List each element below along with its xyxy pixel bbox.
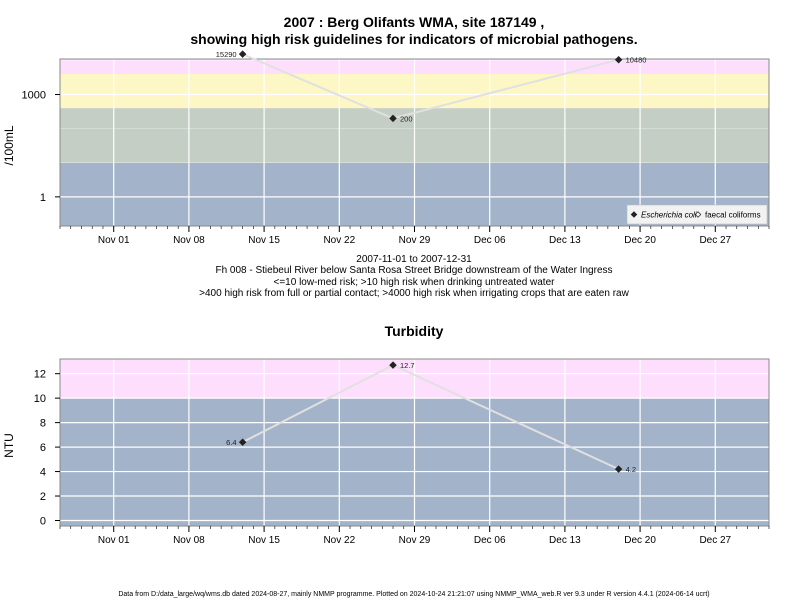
legend-marker: [630, 211, 638, 218]
x-tick-label: Nov 22: [323, 235, 355, 246]
y-tick-label: 8: [40, 418, 46, 430]
y-axis-label: NTU: [2, 433, 16, 458]
y-tick-label: 6: [40, 442, 46, 454]
data-point: [614, 55, 623, 64]
data-label: 4.2: [626, 465, 636, 474]
data-point: [389, 114, 397, 123]
y-tick-label: 2: [40, 491, 46, 503]
x-tick-label: Dec 20: [624, 535, 656, 546]
y-tick-label: 1: [40, 192, 46, 204]
chart-title-line1: 2007 : Berg Olifants WMA, site 187149 ,: [284, 14, 545, 30]
x-tick-label: Nov 15: [248, 235, 280, 246]
x-tick-label: Dec 06: [474, 535, 506, 546]
legend-marker: [694, 211, 702, 218]
data-point: [238, 50, 247, 58]
data-label: 6.4: [226, 438, 236, 447]
x-tick-label: Nov 29: [399, 535, 431, 546]
turbidity-title: Turbidity: [385, 323, 444, 339]
y-tick-label: 0: [40, 515, 46, 527]
data-label: 200: [400, 114, 413, 123]
data-label: 10480: [626, 56, 647, 65]
data-point: [389, 361, 397, 369]
y-tick-label: 12: [34, 369, 46, 381]
caption-line-3: <=10 low-med risk; >10 high risk when dr…: [274, 277, 556, 288]
legend-box: [626, 204, 768, 225]
caption-line-2: Fh 008 - Stiebeul River below Santa Rosa…: [215, 265, 612, 276]
x-tick-label: Nov 15: [248, 535, 280, 546]
legend-label: faecal coliforms: [705, 211, 761, 220]
x-tick-label: Nov 01: [98, 235, 130, 246]
x-tick-label: Nov 08: [173, 235, 205, 246]
x-tick-label: Dec 13: [549, 535, 581, 546]
data-point: [614, 465, 623, 473]
caption-line-4: >400 high risk from full or partial cont…: [199, 288, 629, 299]
y-tick-label: 1000: [22, 90, 46, 102]
x-tick-label: Dec 13: [549, 235, 581, 246]
microbial-panel: Nov 01 Nov 08 Nov 15 Nov 22 Nov 29 Dec 06 Dec …: [2, 50, 770, 246]
x-tick-label: Nov 22: [323, 535, 355, 546]
data-label: 15290: [216, 50, 237, 59]
x-tick-label: Nov 01: [98, 535, 130, 546]
legend-label: Escherichia coli: [641, 211, 697, 220]
x-tick-label: Nov 29: [399, 235, 431, 246]
caption-line-1: 2007-11-01 to 2007-12-31: [356, 254, 472, 265]
x-tick-label: Dec 27: [699, 235, 731, 246]
y-axis-label: /100mL: [2, 125, 16, 165]
y-tick-label: 10: [34, 393, 46, 405]
x-tick-label: Dec 27: [699, 535, 731, 546]
y-tick-label: 4: [40, 467, 46, 479]
data-label: 12.7: [400, 361, 415, 370]
footer-note: Data from D:/data_large/wq/wms.db dated …: [118, 591, 709, 598]
chart-title-line2: showing high risk guidelines for indicat…: [190, 31, 637, 47]
x-tick-label: Dec 06: [474, 235, 506, 246]
x-tick-label: Nov 08: [173, 535, 205, 546]
data-point: [238, 438, 247, 447]
x-tick-label: Dec 20: [624, 235, 656, 246]
turbidity-panel: Nov 01 Nov 08 Nov 15 Nov 22 Nov 29 Dec 06 Dec …: [2, 358, 770, 546]
